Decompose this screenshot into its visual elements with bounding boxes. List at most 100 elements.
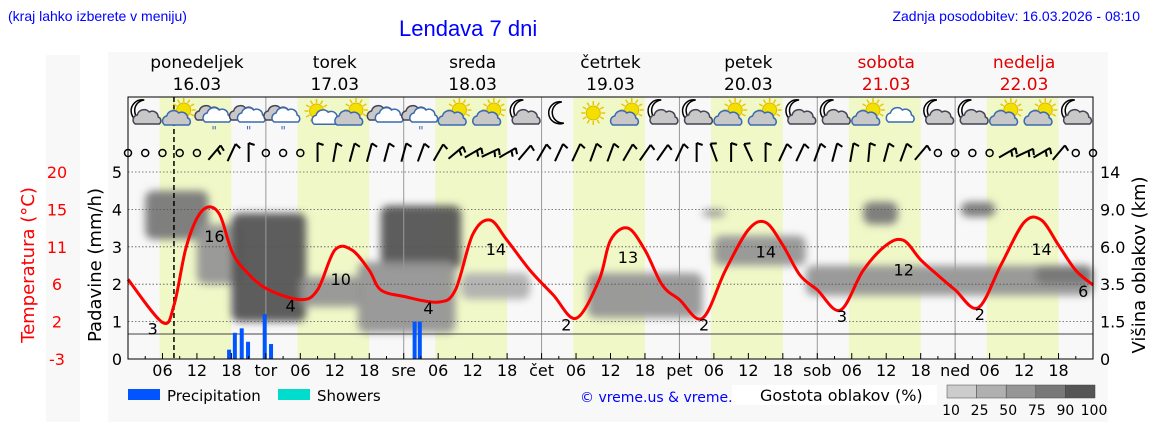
barb-feather xyxy=(667,144,673,151)
barb-shaft xyxy=(332,142,338,163)
day-date: 19.03 xyxy=(586,75,635,95)
sun-ray xyxy=(620,103,626,107)
cloud-shape xyxy=(1062,108,1093,125)
cloud-shape xyxy=(649,108,679,125)
barb-feather xyxy=(1032,148,1035,156)
cloud-density-area xyxy=(461,272,531,300)
barb-feather xyxy=(354,142,361,148)
sun-ray xyxy=(879,103,884,107)
barb-shaft xyxy=(709,143,718,162)
barb-feather xyxy=(248,142,255,146)
sun-ray xyxy=(638,113,643,117)
wind-barb-icon xyxy=(778,143,793,162)
cloud-legend-swatch xyxy=(976,384,1007,399)
wind-barb-icon xyxy=(622,143,638,162)
y-left-tick-label: 0 xyxy=(112,350,122,369)
temperature-label: 4 xyxy=(423,299,433,318)
temperature-label: 14 xyxy=(1031,240,1051,259)
temperature-label: 2 xyxy=(699,315,709,334)
day-name: torek xyxy=(313,53,357,73)
sun-ray xyxy=(599,106,605,110)
sun-ray xyxy=(596,102,600,107)
barb-shaft xyxy=(656,144,669,161)
barb-feather xyxy=(744,142,751,145)
cloud-shape xyxy=(511,108,541,125)
precipitation-bar xyxy=(262,314,267,359)
barb-feather xyxy=(475,150,480,157)
wind-barb-icon xyxy=(332,142,343,163)
cloud-shape xyxy=(472,109,502,126)
barb-feather xyxy=(631,143,638,150)
sun-disc xyxy=(585,105,601,121)
precipitation-bar xyxy=(412,321,417,359)
x-tick-label: 12 xyxy=(600,361,620,380)
cloud-legend-level: 90 xyxy=(1056,403,1074,419)
x-tick-label: 18 xyxy=(221,361,241,380)
x-tick-label: 18 xyxy=(773,361,793,380)
day-date: 18.03 xyxy=(448,75,497,95)
sun-ray xyxy=(1000,103,1005,107)
moon-shape xyxy=(547,101,565,125)
barb-feather xyxy=(388,142,395,148)
precipitation-bar xyxy=(239,328,244,359)
sun-ray xyxy=(172,103,178,107)
y-right-tick-label: 9.0 xyxy=(1100,200,1125,219)
showers-legend-swatch xyxy=(278,389,310,400)
x-tick-label: 12 xyxy=(187,361,207,380)
wind-barb-icon xyxy=(813,142,827,162)
barb-shaft xyxy=(867,142,871,163)
copyright-link[interactable]: © vreme.us & vreme.pro xyxy=(580,390,755,406)
barb-shaft xyxy=(998,147,1016,159)
rain-marks: " xyxy=(280,124,286,138)
x-tick-label: 18 xyxy=(1048,361,1068,380)
barb-feather xyxy=(926,144,932,152)
sun-ray xyxy=(586,102,590,107)
y-left-tick-label: 2 xyxy=(112,275,122,294)
cloud-legend-level: 75 xyxy=(1028,403,1046,419)
showers-legend-label: Showers xyxy=(317,387,381,405)
barb-shaft xyxy=(589,143,598,162)
day-date: 21.03 xyxy=(862,75,911,95)
barb-feather xyxy=(216,148,222,156)
wind-barb-icon xyxy=(695,142,703,162)
cloud-legend-title: Gostota oblakov (%) xyxy=(760,386,923,405)
temperature-label: 6 xyxy=(1078,282,1088,301)
barb-feather xyxy=(562,143,569,150)
sun-ray xyxy=(349,99,353,104)
x-tick-label: 12 xyxy=(462,361,482,380)
sun-ray xyxy=(305,104,311,108)
x-tick-label: 06 xyxy=(704,361,724,380)
day-name: ponedeljek xyxy=(150,53,244,73)
x-tick-day-label: čet xyxy=(529,361,554,380)
barb-shaft xyxy=(554,143,564,162)
barb-shaft xyxy=(383,143,391,162)
cloud-shape xyxy=(271,106,301,123)
barb-feather xyxy=(219,144,225,152)
sun-cloud-icon xyxy=(334,98,369,126)
wind-calm-icon xyxy=(933,148,943,158)
rain-marks: " xyxy=(211,124,217,138)
y-left-tick-label: 4 xyxy=(112,200,122,219)
barb-feather xyxy=(514,147,519,155)
temperature-label: 4 xyxy=(285,297,295,316)
barb-feather xyxy=(1014,147,1018,155)
barb-shaft xyxy=(498,147,517,159)
sun-ray xyxy=(738,99,742,104)
y-left-axis-title: Padavine (mm/h) xyxy=(85,188,106,342)
barb-feather xyxy=(1010,150,1014,157)
cloud-shape xyxy=(925,108,955,125)
x-tick-label: 18 xyxy=(910,361,930,380)
wind-barb-icon xyxy=(1051,144,1070,161)
sun-ray xyxy=(582,116,587,120)
sun-small-cloud-icon xyxy=(304,99,341,125)
sun-ray xyxy=(599,116,605,120)
sun-ray xyxy=(741,113,746,117)
barb-shaft xyxy=(606,143,615,162)
sun-ray xyxy=(362,113,367,117)
y-right-tick-label: 1.5 xyxy=(1100,313,1125,332)
sun-cloud-icon xyxy=(713,98,748,126)
moon-cloud-icon xyxy=(509,99,541,125)
sun-cloud-icon xyxy=(988,98,1023,126)
sun-ray xyxy=(1051,103,1057,107)
wind-barb-icon xyxy=(1033,147,1053,159)
